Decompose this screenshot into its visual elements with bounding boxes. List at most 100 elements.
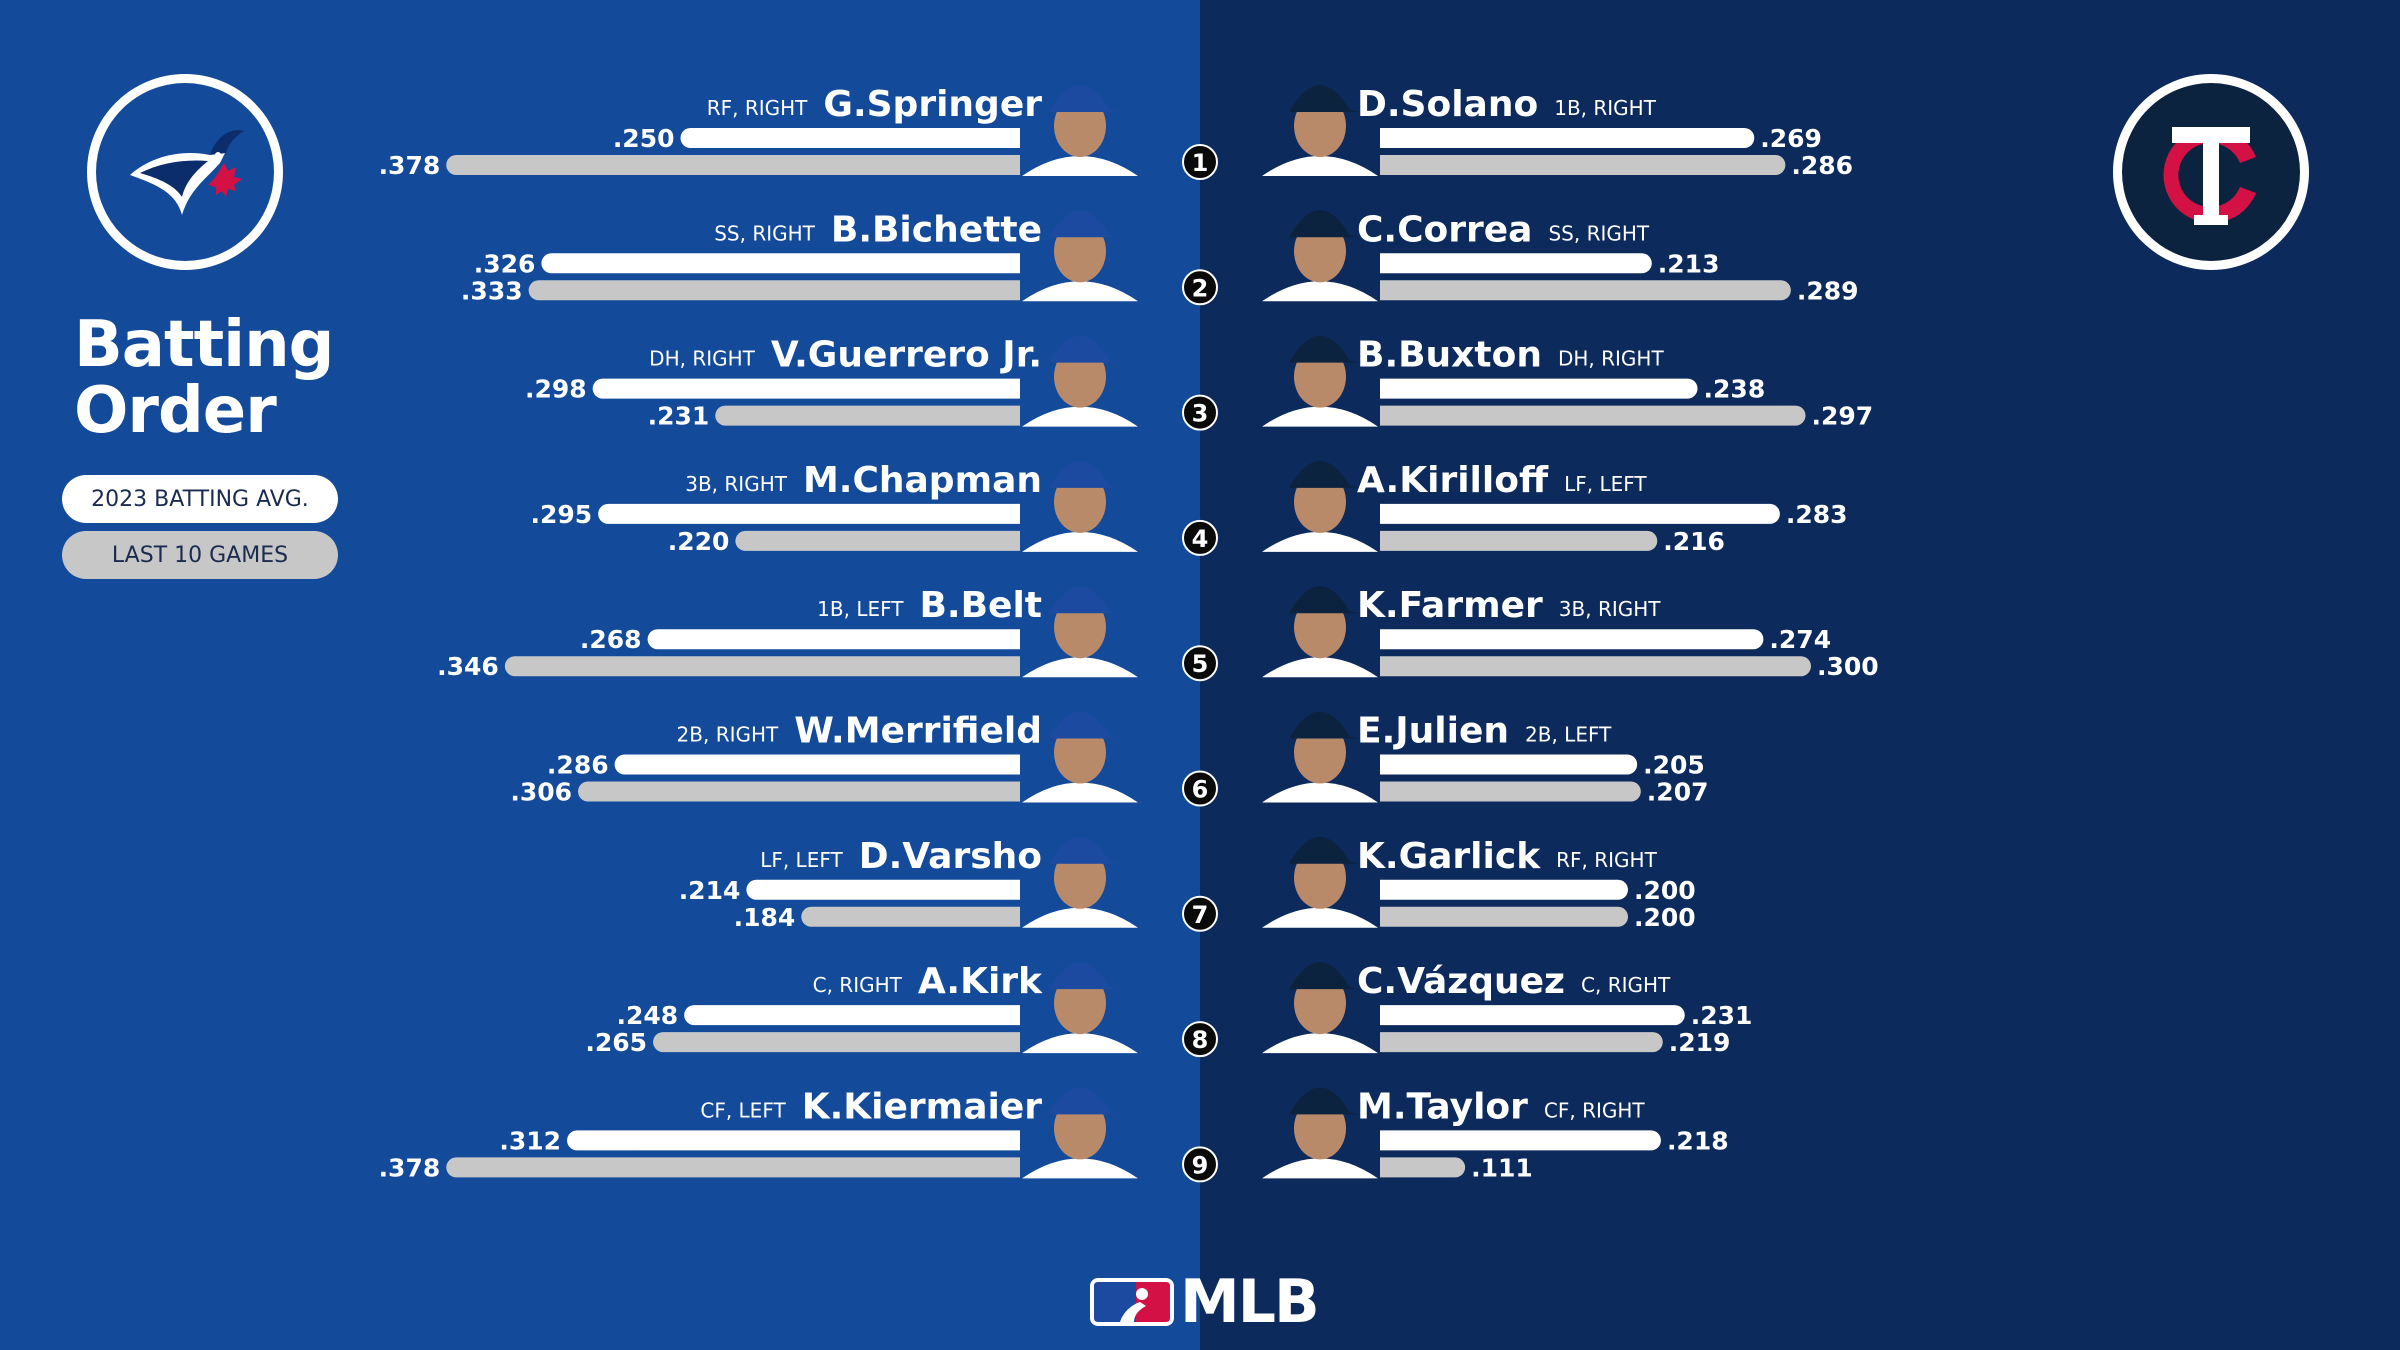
home-player-name: A.Kirilloff [1357, 460, 1549, 501]
order-number: 2 [1192, 274, 1209, 302]
order-number: 3 [1192, 400, 1209, 428]
away-last10-bar [653, 1032, 1138, 1053]
away-player-position: LF, LEFT [760, 848, 843, 872]
home-last10-bar [1262, 656, 1811, 677]
away-last10-value: .346 [437, 652, 499, 681]
away-player-position: 1B, LEFT [817, 597, 904, 621]
home-jersey-shape [1262, 1033, 1378, 1054]
home-jersey-shape [1262, 657, 1378, 678]
home-player-name: K.Garlick [1357, 836, 1541, 877]
home-jersey-shape [1262, 406, 1378, 427]
home-cap-icon [1290, 210, 1360, 238]
away-last10-value: .306 [510, 778, 572, 807]
home-last10-value: .111 [1471, 1153, 1533, 1182]
order-number-badge [1182, 519, 1218, 556]
home-season-value: .218 [1667, 1126, 1729, 1155]
home-last10-value: .297 [1812, 402, 1874, 431]
home-jersey-shape [1262, 1158, 1378, 1179]
home-player-position: 1B, RIGHT [1554, 96, 1656, 120]
home-season-value: .238 [1704, 375, 1766, 404]
home-season-value: .200 [1634, 876, 1696, 905]
away-cap-icon [1050, 962, 1120, 990]
away-season-bar [592, 378, 1138, 399]
order-number-badge [1182, 645, 1218, 682]
away-jersey-shape [1022, 281, 1138, 302]
order-number-badge [1182, 394, 1218, 431]
away-season-value: .250 [613, 124, 675, 153]
home-cap-icon [1290, 1087, 1360, 1115]
away-player-name: B.Belt [919, 585, 1042, 626]
away-last10-value: .378 [379, 1153, 441, 1182]
away-jersey-shape [1022, 156, 1138, 176]
order-number: 1 [1192, 149, 1209, 177]
home-player-name: D.Solano [1357, 84, 1538, 125]
title-line-1: Batting [74, 308, 334, 382]
away-player-position: CF, LEFT [700, 1098, 786, 1122]
away-cap-icon [1050, 1087, 1120, 1115]
home-season-value: .283 [1786, 500, 1848, 529]
home-player-position: LF, LEFT [1564, 472, 1647, 496]
legend-last-10-games: LAST 10 GAMES [62, 531, 338, 579]
away-jersey-shape [1022, 657, 1138, 678]
home-cap-icon [1290, 586, 1360, 614]
order-number: 6 [1192, 776, 1209, 804]
away-last10-bar [504, 656, 1138, 677]
away-player-name: A.Kirk [918, 961, 1043, 1002]
away-jersey-shape [1022, 782, 1138, 803]
home-last10-value: .200 [1634, 903, 1696, 932]
away-season-bar [567, 1130, 1138, 1151]
away-last10-value: .333 [461, 276, 523, 305]
home-player-position: C, RIGHT [1581, 973, 1671, 997]
home-player-name: K.Farmer [1357, 585, 1543, 626]
home-jersey-shape [1262, 531, 1378, 552]
home-player-position: 3B, RIGHT [1559, 597, 1661, 621]
home-jersey-shape [1262, 907, 1378, 928]
order-number-badge [1182, 269, 1218, 306]
order-number: 8 [1192, 1026, 1209, 1054]
home-player-position: 2B, LEFT [1525, 723, 1612, 747]
home-season-bar [1262, 629, 1764, 650]
page-title: Batting Order [74, 308, 334, 444]
away-cap-icon [1050, 210, 1120, 238]
away-season-value: .298 [525, 375, 587, 404]
away-season-value: .312 [499, 1126, 561, 1155]
home-player-position: SS, RIGHT [1548, 221, 1649, 245]
away-last10-value: .265 [585, 1028, 647, 1057]
home-cap-icon [1290, 711, 1360, 739]
home-season-bar [1262, 128, 1755, 148]
order-number: 7 [1192, 901, 1209, 929]
away-last10-bar [446, 155, 1138, 175]
order-number-badge [1182, 1021, 1218, 1058]
home-player-name: B.Buxton [1357, 335, 1542, 376]
away-player-name: B.Bichette [831, 209, 1042, 250]
away-cap-icon [1050, 460, 1120, 488]
home-season-value: .205 [1643, 751, 1705, 780]
home-season-value: .231 [1691, 1001, 1753, 1030]
mlb-brand: MLB [1090, 1267, 1320, 1337]
away-player-position: 2B, RIGHT [677, 723, 779, 747]
home-player-name: C.Vázquez [1357, 961, 1565, 1002]
away-season-value: .295 [530, 500, 592, 529]
order-number-badge [1182, 144, 1218, 180]
home-last10-value: .300 [1817, 652, 1879, 681]
home-player-name: C.Correa [1357, 209, 1532, 250]
home-season-value: .269 [1760, 124, 1822, 153]
order-number: 4 [1192, 525, 1209, 553]
mlb-wordmark: MLB [1180, 1267, 1320, 1337]
away-jersey-shape [1022, 1158, 1138, 1179]
home-season-value: .274 [1769, 625, 1831, 654]
home-last10-value: .216 [1663, 527, 1725, 556]
away-last10-value: .184 [734, 903, 796, 932]
home-last10-bar [1262, 405, 1806, 426]
away-player-name: V.Guerrero Jr. [771, 335, 1042, 376]
twins-logo [2113, 74, 2309, 270]
away-player-position: SS, RIGHT [714, 221, 815, 245]
away-season-bar [647, 629, 1138, 650]
home-player-name: E.Julien [1357, 711, 1509, 752]
home-cap-icon [1290, 460, 1360, 488]
away-last10-bar [578, 781, 1138, 802]
home-season-value: .213 [1658, 249, 1720, 278]
home-player-name: M.Taylor [1357, 1086, 1528, 1127]
home-last10-value: .289 [1797, 276, 1859, 305]
